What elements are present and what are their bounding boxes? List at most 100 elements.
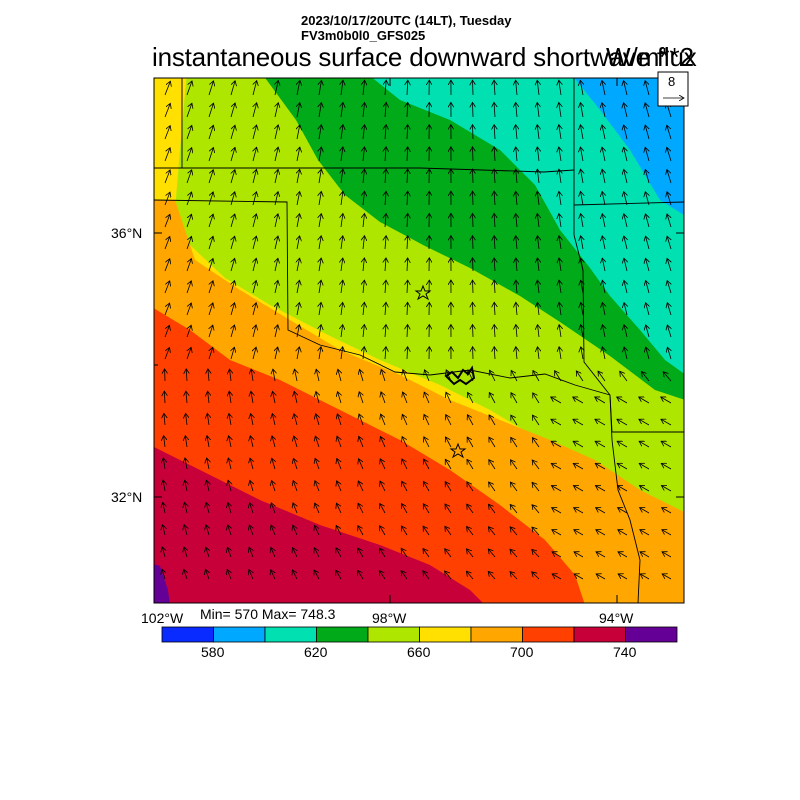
wind-arrow — [363, 125, 365, 140]
wind-arrow — [250, 480, 253, 492]
wind-arrow — [275, 81, 278, 96]
wind-arrow — [208, 391, 209, 404]
wind-arrow — [516, 102, 517, 118]
wind-arrow — [581, 303, 583, 316]
colorbar-box — [573, 626, 626, 643]
wind-arrow — [206, 547, 209, 558]
wind-arrow — [424, 437, 430, 448]
wind-arrow — [319, 258, 321, 272]
wind-arrow — [580, 80, 583, 96]
wind-arrow — [228, 458, 231, 470]
wind-arrow — [494, 258, 495, 272]
star-marker-south — [449, 442, 467, 459]
wind-arrow — [337, 481, 342, 492]
wind-arrow — [186, 259, 191, 272]
wind-arrow — [667, 125, 672, 140]
wind-arrow — [538, 325, 540, 338]
wind-arrow — [231, 258, 235, 272]
wind-arrow — [164, 237, 170, 250]
wind-arrow — [385, 258, 386, 272]
wind-arrow — [230, 369, 232, 382]
wind-arrow — [581, 325, 583, 338]
wind-arrow — [228, 525, 231, 536]
wind-arrow — [516, 80, 517, 96]
wind-arrow — [275, 280, 278, 294]
wind-arrow — [164, 303, 170, 316]
wind-arrow — [230, 170, 235, 184]
wind-arrow — [510, 572, 518, 580]
wind-arrow — [186, 125, 192, 140]
wind-arrow — [488, 527, 496, 536]
wind-arrow — [294, 436, 297, 448]
wind-arrow — [489, 393, 496, 404]
wind-arrow — [473, 325, 474, 338]
wind-arrow — [363, 147, 365, 162]
city-markers — [414, 284, 467, 459]
wind-arrow — [537, 280, 539, 294]
wind-arrow — [595, 419, 606, 426]
wind-arrow — [667, 258, 671, 272]
wind-arrow — [164, 126, 170, 140]
wind-arrow — [662, 508, 672, 514]
wind-arrow — [231, 214, 235, 228]
wind-arrow — [511, 437, 518, 448]
wind-arrow — [532, 549, 540, 558]
wind-arrow — [595, 463, 606, 470]
wind-arrow — [489, 482, 496, 492]
wind-arrow — [380, 526, 386, 536]
wind-arrow — [494, 213, 495, 228]
wind-arrow — [297, 236, 300, 250]
wind-arrow — [253, 214, 256, 228]
wind-arrow — [341, 125, 343, 140]
wind-arrow — [250, 458, 253, 470]
wind-arrow — [602, 192, 605, 206]
wind-arrow — [403, 370, 408, 382]
wind-arrow — [402, 459, 408, 470]
colorbar-box — [625, 626, 678, 643]
wind-arrow — [363, 258, 364, 272]
wind-arrow — [380, 481, 386, 492]
wind-arrow — [596, 508, 606, 514]
wind-arrow — [489, 415, 496, 426]
wind-arrow — [209, 259, 213, 272]
wind-arrow — [319, 236, 321, 250]
wind-arrow — [293, 458, 297, 470]
wind-arrow — [341, 280, 343, 294]
wind-arrow — [381, 392, 385, 404]
wind-arrow — [229, 414, 231, 426]
wind-arrow — [358, 503, 364, 514]
wind-arrow — [516, 236, 517, 250]
wind-arrow — [489, 437, 496, 448]
wind-arrow — [402, 414, 408, 426]
wind-arrow — [573, 486, 584, 492]
wind-arrow — [490, 370, 496, 382]
wind-arrow — [319, 125, 321, 140]
wind-arrow — [407, 236, 408, 250]
wind-arrow — [319, 191, 321, 206]
wind-arrow — [661, 441, 672, 448]
header-model: FV3m0b0l0_GFS025 — [301, 28, 426, 43]
wind-arrow — [537, 236, 539, 250]
wind-arrow — [164, 391, 165, 404]
wind-arrow — [250, 436, 253, 448]
wind-arrow — [407, 280, 408, 294]
wind-arrow — [407, 258, 408, 272]
wind-arrow — [423, 571, 430, 580]
wind-arrow — [467, 437, 474, 448]
wind-arrow — [206, 503, 209, 514]
wind-arrow — [208, 192, 213, 206]
wind-arrow — [407, 213, 408, 228]
wind-arrow — [275, 192, 278, 206]
wind-arrow — [164, 81, 170, 96]
wind-arrow — [319, 347, 321, 360]
wind-arrow — [473, 80, 474, 96]
wind-arrow — [385, 280, 386, 294]
wind-arrow — [230, 125, 235, 140]
wind-arrow — [164, 413, 165, 426]
wind-arrow — [645, 214, 649, 228]
wind-arrow — [231, 192, 235, 206]
wind-arrow — [294, 414, 297, 426]
wind-arrow — [164, 192, 170, 206]
wind-arrow — [574, 508, 584, 514]
colorbar-box — [316, 626, 369, 643]
